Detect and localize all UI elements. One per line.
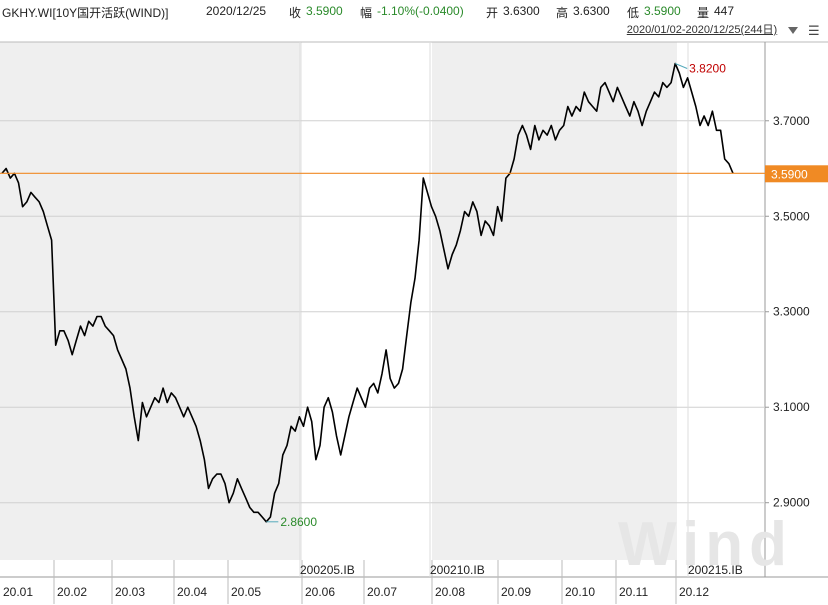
date-range-selector[interactable]: 2020/01/02-2020/12/25(244日): [626, 24, 778, 36]
shade-region-2: [432, 42, 677, 560]
y-tick-label: 3.5000: [773, 209, 810, 223]
chevron-down-icon[interactable]: [788, 27, 798, 34]
volume-value: 447: [714, 4, 735, 18]
series-line: [1, 62, 734, 523]
shade-region-1: [0, 42, 302, 560]
watermark-logo: Wind: [618, 510, 793, 579]
close-label: 收: [289, 6, 302, 20]
contract-label: 200205.IB: [300, 563, 355, 577]
x-tick-label: 20.03: [115, 585, 145, 599]
max-annotation-leader: [674, 63, 688, 69]
x-tick-label: 20.06: [305, 585, 335, 599]
x-tick-label: 20.04: [177, 585, 207, 599]
x-tick-label: 20.12: [679, 585, 709, 599]
change-label: 幅: [360, 6, 373, 20]
quote-date: 2020/12/25: [206, 4, 267, 18]
volume-label: 量: [697, 6, 710, 20]
x-tick-label: 20.07: [367, 585, 397, 599]
x-tick-label: 20.09: [501, 585, 531, 599]
low-value: 3.5900: [644, 4, 681, 18]
menu-icon[interactable]: ☰: [808, 23, 820, 38]
x-tick-label: 20.01: [3, 585, 33, 599]
current-price-label: 3.5900: [771, 167, 808, 181]
contract-label: 200210.IB: [430, 563, 485, 577]
quote-header: GKHY.WI[10Y国开活跃(WIND)] 2020/12/25 收 3.59…: [0, 0, 828, 22]
change-value: -1.10%(-0.0400): [377, 4, 464, 18]
low-label: 低: [627, 6, 640, 20]
contract-label: 200215.IB: [688, 563, 743, 577]
x-tick-label: 20.08: [435, 585, 465, 599]
current-price-tag: [765, 165, 828, 183]
security-code: GKHY.WI[10Y国开活跃(WIND)]: [2, 6, 169, 20]
open-value: 3.6300: [503, 4, 540, 18]
high-label: 高: [556, 6, 569, 20]
max-annotation-label: 3.8200: [689, 61, 726, 75]
y-tick-label: 3.7000: [773, 114, 810, 128]
x-tick-label: 20.11: [619, 585, 648, 599]
open-label: 开: [486, 6, 499, 20]
x-tick-label: 20.05: [231, 585, 261, 599]
y-tick-label: 2.9000: [773, 496, 810, 510]
y-tick-label: 3.1000: [773, 400, 810, 414]
x-tick-label: 20.02: [57, 585, 87, 599]
high-value: 3.6300: [573, 4, 610, 18]
min-annotation-label: 2.8600: [280, 515, 317, 529]
close-value: 3.5900: [306, 4, 343, 18]
y-tick-label: 3.3000: [773, 305, 810, 319]
x-tick-label: 20.10: [565, 585, 595, 599]
